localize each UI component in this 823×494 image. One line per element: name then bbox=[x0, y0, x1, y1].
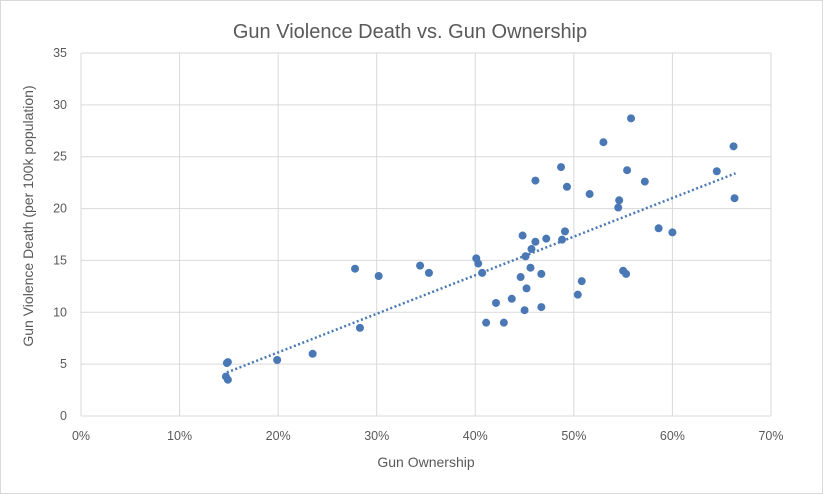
chart-title: Gun Violence Death vs. Gun Ownership bbox=[233, 21, 587, 43]
x-tick-label: 60% bbox=[660, 429, 685, 443]
data-point bbox=[518, 231, 527, 240]
y-tick-label: 20 bbox=[53, 202, 67, 216]
y-tick-label: 5 bbox=[60, 357, 67, 371]
data-point bbox=[308, 349, 317, 358]
data-point bbox=[562, 182, 571, 191]
data-point bbox=[577, 277, 586, 286]
data-point bbox=[491, 298, 500, 307]
data-point bbox=[627, 114, 636, 123]
x-axis-title: Gun Ownership bbox=[377, 454, 474, 470]
y-tick-label: 15 bbox=[53, 253, 67, 267]
x-tick-label: 10% bbox=[167, 429, 192, 443]
data-point bbox=[558, 235, 567, 244]
data-point bbox=[623, 166, 632, 175]
data-point bbox=[374, 271, 383, 280]
data-points bbox=[221, 114, 739, 384]
data-point bbox=[730, 194, 739, 203]
data-point bbox=[622, 269, 631, 278]
data-point bbox=[521, 252, 530, 261]
data-point bbox=[537, 303, 546, 312]
data-point bbox=[668, 228, 677, 237]
y-axis-ticks: 0 5 10 15 20 25 30 35 bbox=[53, 46, 67, 423]
data-point bbox=[355, 323, 364, 332]
x-tick-label: 0% bbox=[72, 429, 90, 443]
data-point bbox=[516, 273, 525, 282]
y-tick-label: 10 bbox=[53, 305, 67, 319]
data-point bbox=[712, 167, 721, 176]
data-point bbox=[520, 306, 529, 315]
data-point bbox=[640, 177, 649, 186]
data-point bbox=[482, 318, 491, 327]
x-tick-label: 70% bbox=[758, 429, 783, 443]
data-point bbox=[573, 290, 582, 299]
data-point bbox=[599, 138, 608, 147]
y-axis-title: Gun Violence Death (per 100k population) bbox=[20, 85, 36, 346]
data-point bbox=[729, 142, 738, 151]
data-point bbox=[585, 190, 594, 199]
x-tick-label: 20% bbox=[266, 429, 291, 443]
data-point bbox=[531, 176, 540, 185]
data-point bbox=[507, 294, 516, 303]
data-point bbox=[351, 264, 360, 273]
data-point bbox=[557, 163, 566, 172]
y-tick-label: 30 bbox=[53, 98, 67, 112]
y-tick-label: 25 bbox=[53, 150, 67, 164]
data-point bbox=[273, 355, 282, 364]
trendline-group bbox=[226, 172, 736, 374]
data-point bbox=[531, 237, 540, 246]
y-tick-label: 35 bbox=[53, 46, 67, 60]
data-point bbox=[615, 196, 624, 205]
x-tick-label: 40% bbox=[463, 429, 488, 443]
y-tick-label: 0 bbox=[60, 409, 67, 423]
data-point bbox=[527, 245, 536, 254]
x-axis-ticks: 0% 10% 20% 30% 40% 50% 60% 70% bbox=[72, 429, 784, 443]
trendline bbox=[226, 172, 736, 374]
data-point bbox=[522, 284, 531, 293]
data-point bbox=[614, 203, 623, 212]
data-point bbox=[223, 358, 232, 367]
data-point bbox=[499, 318, 508, 327]
data-point bbox=[542, 234, 551, 243]
data-point bbox=[654, 224, 663, 233]
data-point bbox=[474, 259, 483, 268]
data-point bbox=[560, 227, 569, 236]
gridlines bbox=[80, 52, 772, 417]
x-tick-label: 50% bbox=[561, 429, 586, 443]
data-point bbox=[416, 261, 425, 270]
data-point bbox=[526, 263, 535, 272]
data-point bbox=[537, 269, 546, 278]
data-point bbox=[478, 268, 487, 277]
x-tick-label: 30% bbox=[364, 429, 389, 443]
data-point bbox=[223, 375, 232, 384]
data-point bbox=[424, 268, 433, 277]
